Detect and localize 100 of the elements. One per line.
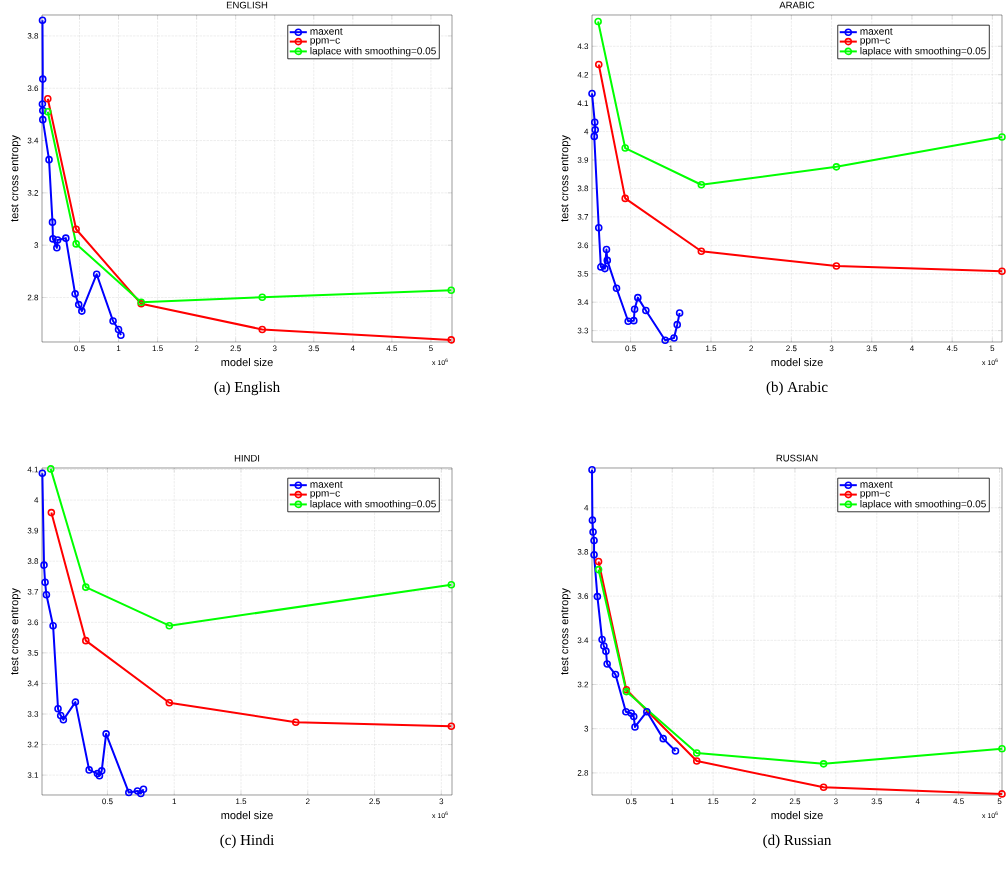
x-tick-label: 3.5: [308, 345, 319, 352]
point: [53, 244, 61, 252]
point: [673, 320, 682, 329]
point: [72, 225, 80, 234]
x-tick-label: 2.5: [789, 798, 801, 805]
x-tick-label: 2: [749, 345, 753, 352]
legend-label: ppm−c: [310, 38, 340, 46]
point: [49, 235, 57, 243]
y-tick-label: 4.1: [577, 100, 589, 106]
point: [54, 705, 62, 713]
x-tick-label: 0.5: [74, 345, 85, 352]
x-tick-label: 1: [670, 798, 675, 805]
point: [38, 100, 47, 108]
y-tick-label: 3.8: [577, 549, 589, 555]
legend-label: laplace with smoothing=0.05: [860, 47, 986, 57]
point: [629, 712, 638, 721]
x-axis-title: model size: [771, 358, 823, 367]
point: [594, 223, 603, 232]
point: [598, 635, 606, 644]
point: [611, 670, 620, 679]
point: [590, 118, 599, 126]
y-axis-title: test cross entropy: [11, 588, 21, 675]
x-tick-label: 1: [116, 345, 121, 352]
point: [622, 707, 630, 716]
y-tick-label: 3.8: [577, 185, 589, 192]
point: [697, 247, 706, 256]
point: [621, 144, 630, 152]
point: [819, 760, 828, 768]
point: [643, 707, 651, 716]
y-tick-label: 4.2: [577, 71, 589, 78]
point: [38, 75, 47, 83]
y-tick-label: 4.1: [27, 466, 39, 473]
point: [621, 194, 630, 203]
y-tick-label: 4.3: [577, 43, 589, 50]
y-tick-label: 3: [34, 242, 39, 249]
point: [45, 155, 53, 164]
y-tick-label: 4: [584, 128, 589, 135]
legend-label: maxent: [310, 481, 343, 488]
point: [630, 316, 638, 325]
point: [624, 317, 632, 326]
legend-label: laplace with smoothing=0.05: [310, 47, 436, 57]
point: [53, 236, 62, 244]
y-tick-label: 4: [34, 497, 39, 503]
point: [631, 723, 639, 731]
y-tick-label: 3.7: [27, 588, 39, 595]
y-tick-label: 3: [584, 725, 589, 732]
point: [40, 561, 48, 569]
point: [591, 126, 600, 134]
point: [74, 300, 83, 309]
point: [125, 788, 133, 797]
point: [78, 307, 86, 315]
text: (b) Arabic: [766, 381, 828, 396]
x-tick-label: 3: [829, 345, 834, 352]
y-tick-label: 3.8: [27, 558, 39, 565]
y-tick-label: 3.3: [27, 711, 39, 717]
point: [603, 256, 612, 265]
x-tick-label: 4.5: [946, 345, 958, 352]
x-tick-label: 0.5: [625, 345, 636, 352]
y-tick-label: 3.2: [577, 681, 589, 688]
text: (d) Russian: [763, 834, 832, 849]
x-tick-label: 2: [752, 798, 756, 805]
x-axis-title: model size: [221, 358, 273, 367]
point: [590, 132, 599, 141]
chart-title: HINDI: [234, 454, 260, 462]
x-tick-label: 3: [439, 798, 444, 805]
point: [165, 698, 174, 707]
point: [602, 245, 611, 254]
point: [597, 263, 605, 271]
point: [634, 293, 642, 302]
y-tick-label: 3.6: [577, 242, 589, 249]
x-tick-label: 4: [350, 345, 355, 352]
point: [97, 767, 106, 775]
y-tick-label: 3.9: [577, 157, 589, 163]
x-tick-label: 5: [429, 345, 433, 352]
y-tick-label: 4: [584, 505, 589, 511]
point: [258, 293, 267, 302]
point: [590, 536, 598, 545]
point: [59, 716, 68, 724]
point: [62, 234, 70, 242]
y-tick-label: 3.9: [27, 527, 39, 534]
y-tick-label: 3.6: [27, 619, 39, 626]
y-tick-label: 3.7: [577, 214, 589, 220]
point: [661, 336, 669, 345]
x-tick-label: 0.5: [626, 798, 637, 805]
x-tick-label: 1.5: [708, 798, 719, 805]
point: [71, 290, 79, 298]
x-tick-label: 1.5: [236, 798, 247, 805]
legend-label: maxent: [310, 28, 343, 35]
y-tick-label: 3.5: [27, 650, 39, 656]
point: [38, 106, 47, 115]
y-tick-label: 3.3: [577, 327, 589, 334]
legend-label: maxent: [860, 481, 893, 488]
y-tick-label: 3.1: [27, 772, 39, 778]
point: [603, 660, 611, 668]
x-tick-label: 4.5: [953, 798, 964, 805]
x-tick-label: 2.5: [230, 345, 241, 352]
x-tick-label: 2: [305, 798, 310, 805]
point: [593, 592, 602, 601]
y-axis-title: test cross entropy: [11, 135, 21, 222]
point: [56, 711, 65, 720]
